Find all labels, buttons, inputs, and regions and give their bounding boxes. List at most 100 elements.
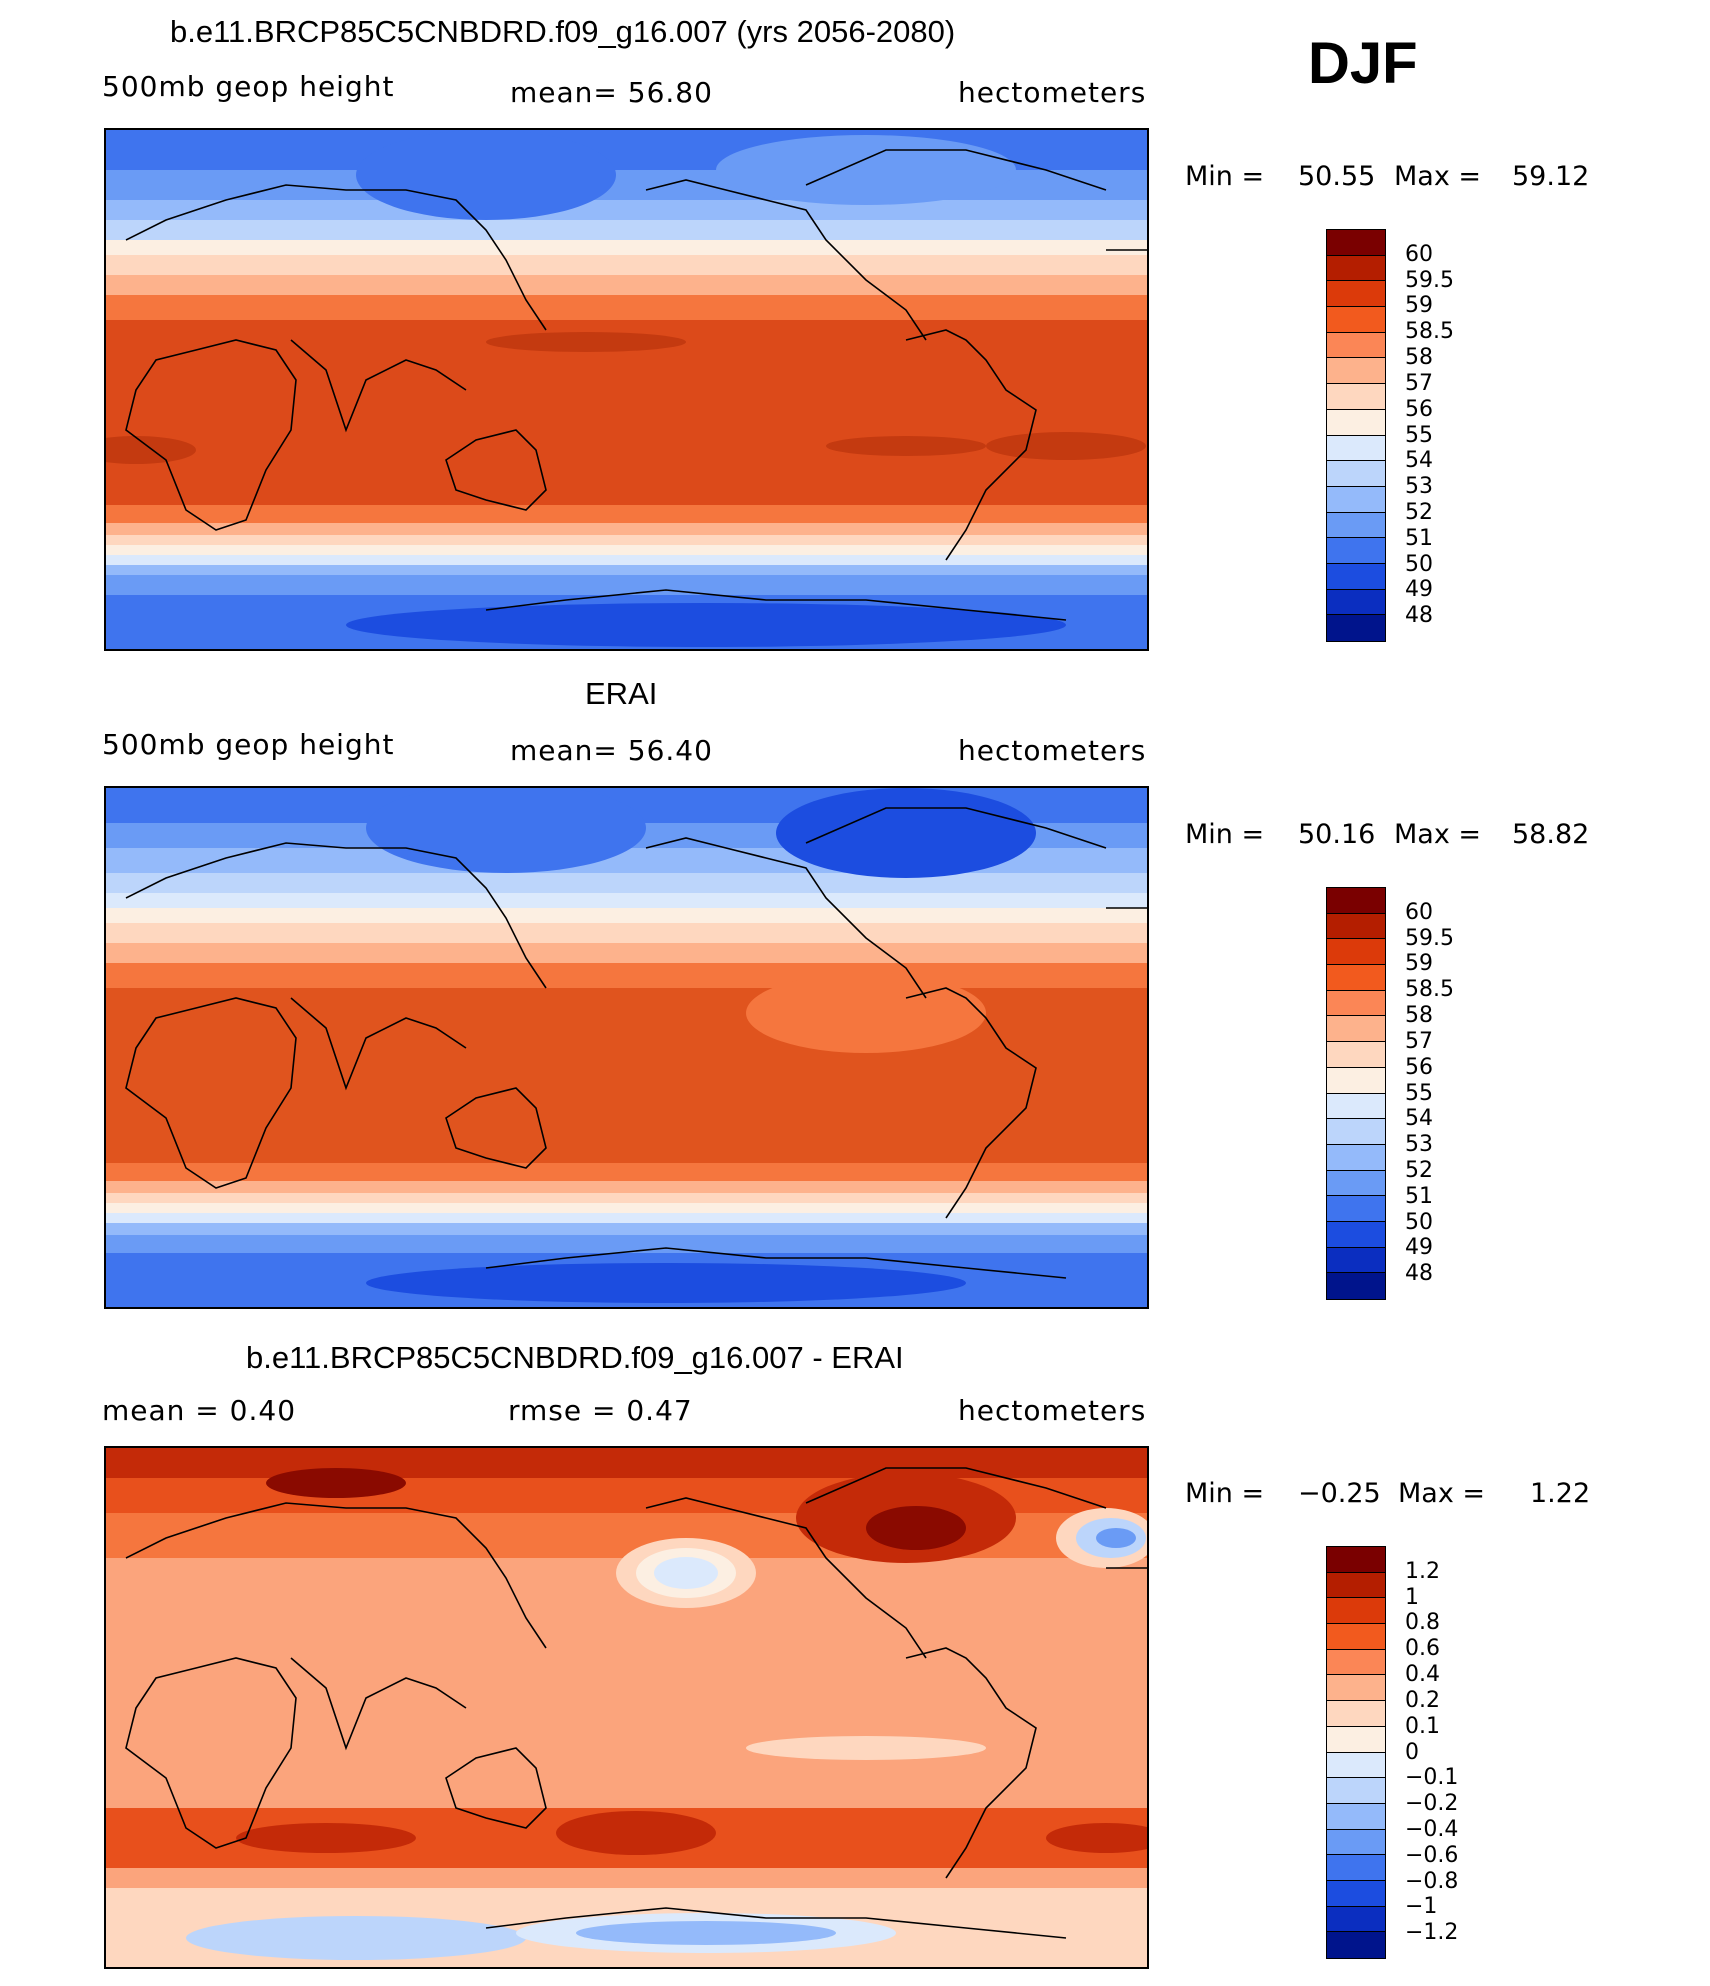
colorbar-swatch — [1327, 1778, 1385, 1804]
colorbar-swatch — [1327, 1093, 1385, 1120]
panel-1-units: hectometers — [958, 76, 1147, 109]
panel-2-units: hectometers — [958, 734, 1147, 767]
colorbar-swatch — [1327, 486, 1385, 513]
panel-3-colorbar-labels: 1.2 1 0.8 0.6 0.4 0.2 0.1 0 −0.1 −0.2 −0.4 −0.6 −0.8… — [1405, 1546, 1505, 1959]
colorbar-tick-label: 60 — [1405, 899, 1433, 925]
colorbar-swatch — [1327, 461, 1385, 487]
colorbar-swatch — [1327, 1221, 1385, 1248]
colorbar-swatch — [1327, 358, 1385, 385]
colorbar-tick-label: 58.5 — [1405, 319, 1454, 345]
panel-3-max-label: Max = — [1398, 1478, 1486, 1509]
colorbar-tick-label: 51 — [1405, 525, 1433, 551]
colorbar-tick-label: 0.8 — [1405, 1610, 1440, 1636]
colorbar-swatch — [1327, 332, 1385, 359]
colorbar-tick-label: 52 — [1405, 1157, 1433, 1183]
colorbar-swatch — [1327, 1042, 1385, 1068]
panel-3-max-value: 1.22 — [1530, 1478, 1591, 1509]
colorbar-swatch — [1327, 1855, 1385, 1881]
colorbar-tick-label: −0.6 — [1405, 1842, 1459, 1868]
colorbar-tick-label: 54 — [1405, 448, 1433, 474]
panel-2-map — [104, 786, 1149, 1309]
colorbar-swatch — [1327, 1932, 1385, 1958]
colorbar-tick-label: 49 — [1405, 577, 1433, 603]
colorbar-swatch — [1327, 1829, 1385, 1856]
colorbar-swatch — [1327, 255, 1385, 282]
colorbar-tick-label: 51 — [1405, 1183, 1433, 1209]
colorbar-tick-label: −0.2 — [1405, 1791, 1459, 1817]
colorbar-tick-label: 1 — [1405, 1584, 1419, 1610]
colorbar-swatch — [1327, 965, 1385, 991]
panel-1-max-label: Max = — [1394, 161, 1482, 192]
colorbar-tick-label: −1.2 — [1405, 1920, 1459, 1946]
colorbar-tick-label: 0.1 — [1405, 1713, 1440, 1739]
panel-1-colorbar — [1326, 229, 1386, 642]
colorbar-tick-label: 55 — [1405, 1080, 1433, 1106]
colorbar-swatch — [1327, 230, 1385, 256]
colorbar-swatch — [1327, 1572, 1385, 1599]
colorbar-swatch — [1327, 589, 1385, 616]
colorbar-tick-label: 60 — [1405, 241, 1433, 267]
colorbar-tick-label: −1 — [1405, 1894, 1438, 1920]
panel-2-colorbar — [1326, 887, 1386, 1300]
panel-2-min-label: Min = — [1185, 819, 1265, 850]
panel-1-min-value: 50.55 — [1298, 161, 1376, 192]
panel-3-rmse: rmse = 0.47 — [508, 1394, 693, 1427]
colorbar-swatch — [1327, 1598, 1385, 1625]
colorbar-swatch — [1327, 307, 1385, 333]
colorbar-tick-label: 59 — [1405, 951, 1433, 977]
colorbar-tick-label: 59.5 — [1405, 267, 1454, 293]
panel-1-max-value: 59.12 — [1512, 161, 1590, 192]
colorbar-swatch — [1327, 538, 1385, 564]
colorbar-swatch — [1327, 615, 1385, 641]
panel-3-map — [104, 1446, 1149, 1969]
colorbar-swatch — [1327, 1016, 1385, 1043]
colorbar-swatch — [1327, 1752, 1385, 1779]
colorbar-swatch — [1327, 384, 1385, 410]
colorbar-tick-label: 58.5 — [1405, 977, 1454, 1003]
colorbar-swatch — [1327, 888, 1385, 914]
colorbar-swatch — [1327, 1547, 1385, 1573]
colorbar-swatch — [1327, 1701, 1385, 1727]
colorbar-tick-label: 58 — [1405, 345, 1433, 371]
colorbar-tick-label: 56 — [1405, 1054, 1433, 1080]
colorbar-swatch — [1327, 281, 1385, 308]
colorbar-tick-label: 57 — [1405, 370, 1433, 396]
colorbar-swatch — [1327, 435, 1385, 462]
colorbar-tick-label: 52 — [1405, 499, 1433, 525]
panel-2-max-value: 58.82 — [1512, 819, 1590, 850]
panel-3-title: b.e11.BRCP85C5CNBDRD.f09_g16.007 - ERAI — [246, 1340, 904, 1375]
colorbar-tick-label: 55 — [1405, 422, 1433, 448]
season-label: DJF — [1308, 31, 1418, 96]
colorbar-tick-label: 50 — [1405, 551, 1433, 577]
colorbar-swatch — [1327, 1144, 1385, 1171]
colorbar-swatch — [1327, 913, 1385, 940]
panel-2-title: ERAI — [585, 676, 658, 711]
colorbar-tick-label: 48 — [1405, 603, 1433, 629]
colorbar-tick-label: 0 — [1405, 1739, 1419, 1765]
panel-1-colorbar-labels: 60 59.5 59 58.5 58 57 56 55 54 53 52 51 50 49 48 — [1405, 229, 1505, 642]
colorbar-swatch — [1327, 1624, 1385, 1650]
colorbar-tick-label: 0.4 — [1405, 1662, 1440, 1688]
colorbar-tick-label: 53 — [1405, 1132, 1433, 1158]
colorbar-tick-label: 49 — [1405, 1235, 1433, 1261]
colorbar-tick-label: 59.5 — [1405, 925, 1454, 951]
colorbar-tick-label: 53 — [1405, 474, 1433, 500]
panel-1-map — [104, 128, 1149, 651]
colorbar-swatch — [1327, 512, 1385, 539]
panel-3-min-label: Min = — [1185, 1478, 1265, 1509]
colorbar-tick-label: 54 — [1405, 1106, 1433, 1132]
panel-2-mean: mean= 56.40 — [510, 734, 713, 767]
colorbar-swatch — [1327, 1675, 1385, 1702]
panel-2-colorbar-labels: 60 59.5 59 58.5 58 57 56 55 54 53 52 51 50 49 48 — [1405, 887, 1505, 1300]
colorbar-swatch — [1327, 1273, 1385, 1299]
panel-1-mean: mean= 56.80 — [510, 76, 713, 109]
panel-3-colorbar — [1326, 1546, 1386, 1959]
colorbar-tick-label: 1.2 — [1405, 1558, 1440, 1584]
colorbar-swatch — [1327, 939, 1385, 966]
colorbar-tick-label: 57 — [1405, 1028, 1433, 1054]
colorbar-swatch — [1327, 1726, 1385, 1753]
panel-3-units: hectometers — [958, 1394, 1147, 1427]
colorbar-tick-label: 48 — [1405, 1261, 1433, 1287]
colorbar-tick-label: −0.1 — [1405, 1765, 1459, 1791]
colorbar-swatch — [1327, 563, 1385, 590]
